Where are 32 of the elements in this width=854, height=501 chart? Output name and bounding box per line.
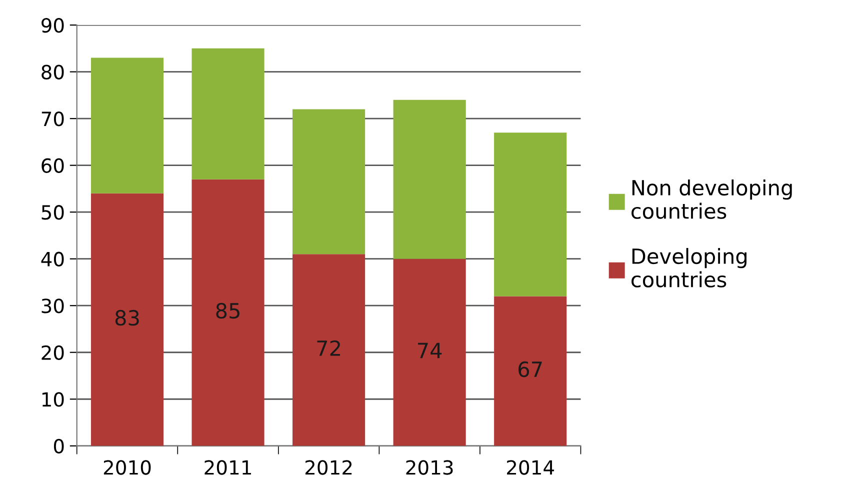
- y-tick-label: 30: [42, 298, 64, 314]
- y-tick-label: 0: [54, 438, 64, 454]
- y-tick-label: 70: [42, 112, 64, 126]
- y-tick-label: 90: [42, 18, 64, 33]
- bar: [90, 58, 164, 194]
- bar: [192, 179, 264, 446]
- total-label: 72: [317, 340, 340, 356]
- legend-label: Developing countries: [632, 248, 746, 288]
- total-label: 74: [418, 342, 442, 358]
- y-tick-label: 10: [42, 392, 64, 407]
- y-tick-label: 40: [41, 252, 64, 267]
- legend-label: Non developing countries: [632, 179, 792, 219]
- bar: [192, 48, 264, 180]
- y-tick-label: 50: [42, 205, 64, 220]
- bar: [292, 254, 366, 446]
- x-tick-label: 2012: [305, 460, 352, 475]
- bar: [393, 100, 466, 259]
- bar: [494, 132, 567, 296]
- bar: [90, 193, 164, 446]
- total-label: 67: [518, 361, 542, 378]
- y-tick-label: 20: [42, 345, 64, 360]
- y-tick-label: 60: [42, 158, 64, 173]
- bar: [393, 258, 466, 446]
- y-tick-label: 80: [42, 64, 64, 80]
- total-label: 83: [115, 310, 139, 326]
- bar: [292, 109, 366, 254]
- bar: [494, 296, 567, 446]
- x-tick-label: 2010: [104, 460, 151, 475]
- total-label: 85: [216, 302, 240, 319]
- x-tick-label: 2013: [406, 460, 453, 475]
- x-tick-label: 2014: [507, 460, 554, 475]
- x-tick-label: 2011: [204, 460, 251, 475]
